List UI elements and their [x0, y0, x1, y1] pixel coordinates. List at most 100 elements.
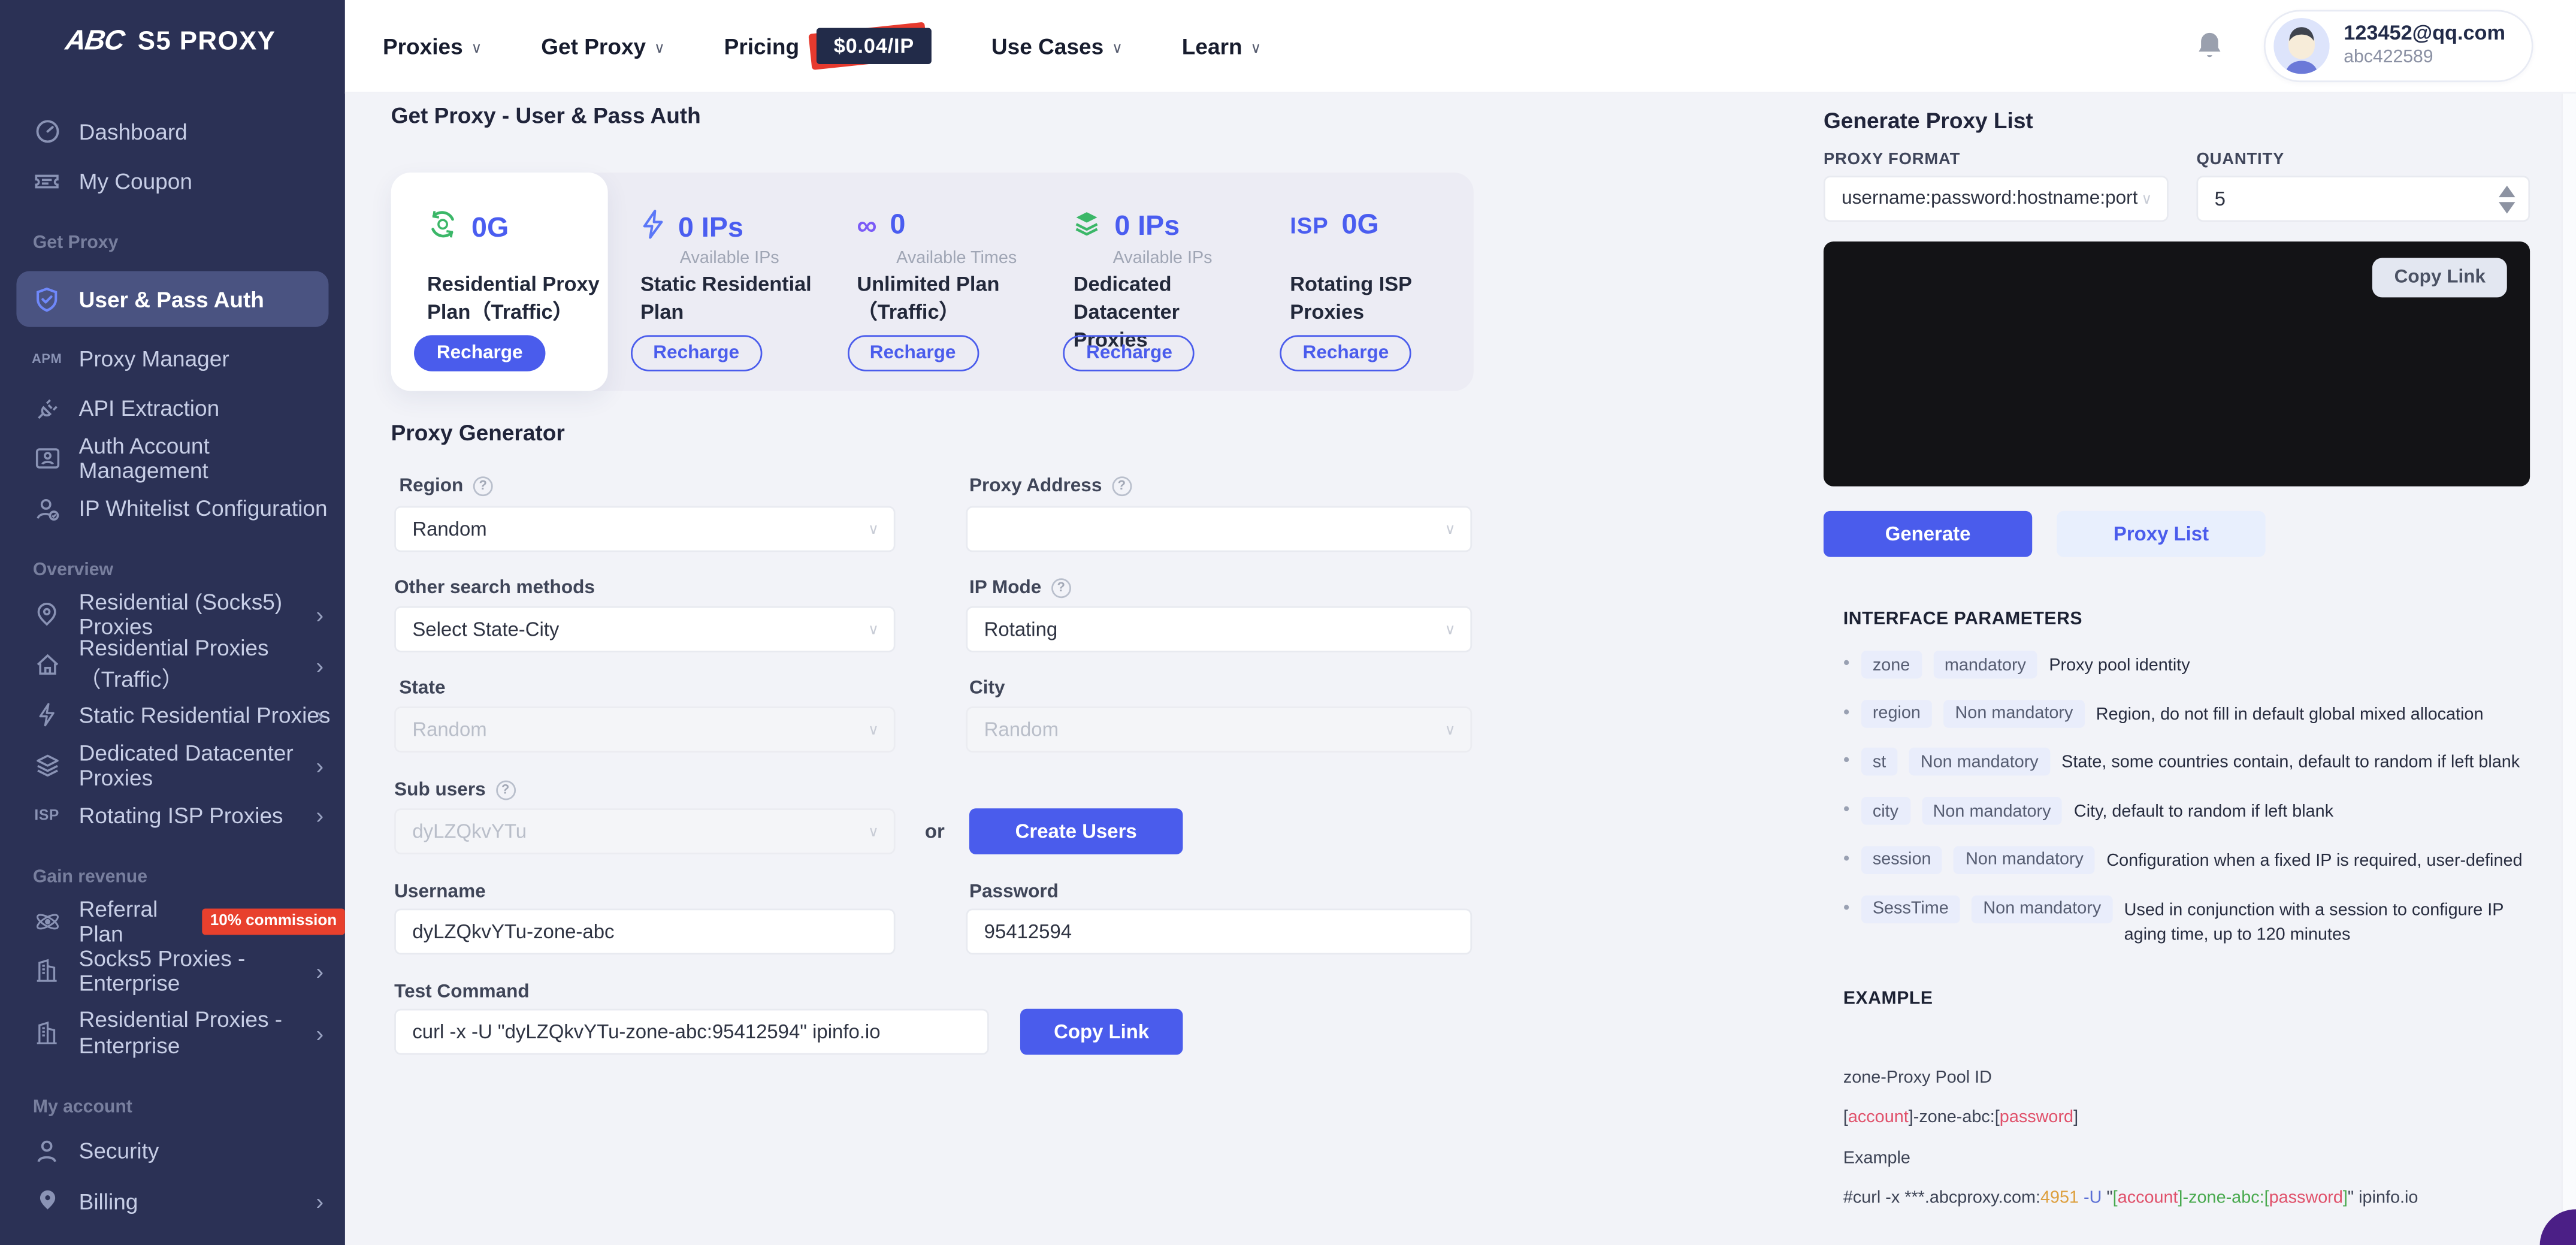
- nav-learn[interactable]: Learn ∨: [1181, 34, 1262, 59]
- help-icon[interactable]: ?: [1111, 476, 1132, 497]
- proxy-address-select[interactable]: ∨: [966, 506, 1473, 552]
- sidebar-item-security[interactable]: Security: [0, 1126, 345, 1177]
- proxy-list-button[interactable]: Proxy List: [2057, 510, 2266, 557]
- chevron-down-icon: ∨: [868, 620, 879, 637]
- sidebar-item-dashboard[interactable]: Dashboard: [0, 107, 345, 157]
- isp-icon: ISP: [1290, 211, 1329, 238]
- layers-icon: [33, 751, 61, 779]
- chevron-right-icon: ›: [316, 652, 324, 678]
- sidebar-item-residential-traffic[interactable]: Residential Proxies （Traffic） ›: [0, 636, 345, 692]
- sidebar-item-socks5-enterprise[interactable]: Socks5 Proxies - Enterprise ›: [0, 947, 345, 997]
- param-description: Region, do not fill in default global mi…: [2096, 704, 2484, 724]
- param-name-tag: SessTime: [1861, 895, 1960, 923]
- plan-cards: 0G Residential Proxy Plan（Traffic） Recha…: [391, 172, 1474, 391]
- sidebar-item-label: Socks5 Proxies - Enterprise: [78, 947, 246, 996]
- interface-parameters-title: INTERFACE PARAMETERS: [1843, 609, 2083, 630]
- help-icon[interactable]: ?: [495, 780, 516, 800]
- sidebar-item-proxy-manager[interactable]: APM Proxy Manager: [0, 334, 345, 384]
- param-requirement-tag: Non mandatory: [1921, 797, 2063, 826]
- bullet-icon: •: [1843, 751, 1850, 772]
- bullet-icon: •: [1843, 800, 1850, 820]
- nav-proxies[interactable]: Proxies ∨: [382, 34, 482, 59]
- sidebar-item-auth-account-management[interactable]: Auth Account Management: [0, 434, 345, 484]
- sidebar-item-static-residential[interactable]: Static Residential Proxies ›: [0, 690, 345, 741]
- other-search-select[interactable]: Select State-City ∨: [394, 606, 896, 652]
- sidebar-item-ip-whitelist[interactable]: IP Whitelist Configuration: [0, 484, 345, 534]
- sidebar-item-billing[interactable]: Billing ›: [0, 1176, 345, 1226]
- bell-icon[interactable]: [2194, 29, 2224, 62]
- nav-use-cases[interactable]: Use Cases ∨: [991, 34, 1123, 59]
- ip-mode-label: IP Mode?: [969, 578, 1071, 599]
- building-icon: [33, 957, 61, 986]
- parameter-row: • city Non mandatory City, default to ra…: [1843, 797, 2527, 826]
- password-input[interactable]: 95412594: [966, 908, 1473, 955]
- param-requirement-tag: Non mandatory: [1909, 748, 2050, 776]
- isp-icon: ISP: [34, 807, 59, 824]
- create-users-button[interactable]: Create Users: [969, 808, 1183, 854]
- person-icon: [33, 1137, 61, 1165]
- proxy-format-select[interactable]: username:password:hostname:port ∨: [1823, 176, 2169, 222]
- chevron-right-icon: ›: [316, 1020, 324, 1047]
- chevron-down-icon: ∨: [1111, 38, 1123, 55]
- chevron-down-icon: ∨: [1250, 38, 1262, 55]
- pin-icon: [33, 1187, 61, 1216]
- quantity-input[interactable]: 5: [2196, 176, 2530, 222]
- sidebar-item-referral-plan[interactable]: Referral Plan 10% commission: [0, 896, 345, 947]
- price-badge[interactable]: $0.04/IP: [808, 22, 933, 70]
- help-icon[interactable]: ?: [473, 476, 493, 497]
- interface-parameters-list: • zone mandatory Proxy pool identity • r…: [1843, 650, 2527, 969]
- stepper-down-icon[interactable]: [2499, 202, 2515, 214]
- atom-icon: [33, 907, 61, 935]
- state-select[interactable]: Random ∨: [394, 706, 896, 753]
- top-nav: Proxies ∨ Get Proxy ∨ Pricing $0.04/IP Use…: [382, 22, 1262, 70]
- copy-link-button[interactable]: Copy Link: [1020, 1008, 1183, 1055]
- plan-value: 0G: [1341, 208, 1379, 240]
- quantity-label: QUANTITY: [2196, 151, 2285, 170]
- sidebar-item-user-pass-auth[interactable]: User & Pass Auth: [16, 271, 329, 327]
- recharge-button[interactable]: Recharge: [1063, 335, 1195, 371]
- sub-users-label: Sub users?: [394, 780, 516, 800]
- help-icon[interactable]: ?: [1051, 578, 1071, 599]
- chat-widget-button[interactable]: [2539, 1209, 2576, 1245]
- sidebar-item-dedicated-datacenter[interactable]: Dedicated Datacenter Proxies ›: [0, 740, 345, 790]
- param-requirement-tag: Non mandatory: [1954, 845, 2096, 874]
- app-logo[interactable]: ABC S5 PROXY: [0, 0, 345, 58]
- sidebar-item-my-coupon[interactable]: My Coupon: [0, 157, 345, 207]
- sidebar-section-get-proxy: Get Proxy: [32, 233, 119, 253]
- plan-card-dedicated-datacenter: 0 IPs Available IPs Dedicated Datacenter…: [1041, 173, 1257, 391]
- sidebar-item-api-extraction[interactable]: API Extraction: [0, 383, 345, 434]
- sidebar-item-label: Dedicated Datacenter Proxies: [78, 741, 294, 790]
- recharge-button[interactable]: Recharge: [846, 335, 979, 371]
- sidebar-nav: Dashboard My Coupon Get Proxy User & Pas…: [0, 58, 345, 1226]
- sidebar-item-residential-enterprise[interactable]: Residential Proxies - Enterprise ›: [0, 996, 345, 1070]
- chevron-down-icon: ∨: [1444, 620, 1456, 637]
- recharge-button[interactable]: Recharge: [630, 335, 762, 371]
- chevron-down-icon: ∨: [1444, 519, 1456, 537]
- plan-value: 0: [890, 208, 906, 240]
- city-select[interactable]: Random ∨: [966, 706, 1473, 753]
- username-input[interactable]: dyLZQkvYTu-zone-abc: [394, 908, 896, 955]
- terminal-copy-link-button[interactable]: Copy Link: [2372, 258, 2507, 298]
- sub-users-select[interactable]: dyLZQkvYTu ∨: [394, 808, 896, 854]
- recharge-button[interactable]: Recharge: [414, 335, 546, 371]
- plan-subtitle: Available Times: [896, 248, 1017, 268]
- logo-abc-mark: ABC: [64, 25, 126, 56]
- sidebar-section-overview: Overview: [32, 560, 114, 581]
- quantity-stepper[interactable]: [2499, 185, 2515, 214]
- recharge-button[interactable]: Recharge: [1280, 335, 1412, 371]
- test-command-input[interactable]: curl -x -U "dyLZQkvYTu-zone-abc:95412594…: [394, 1008, 989, 1055]
- ip-mode-select[interactable]: Rotating ∨: [966, 606, 1473, 652]
- sidebar-item-rotating-isp[interactable]: ISP Rotating ISP Proxies ›: [0, 790, 345, 841]
- plan-title: Unlimited Plan（Traffic）: [857, 273, 1000, 324]
- sidebar-item-label: My Coupon: [78, 170, 192, 195]
- nav-pricing[interactable]: Pricing: [724, 34, 800, 59]
- account-menu[interactable]: 123452@qq.com abc422589: [2263, 10, 2533, 83]
- parameter-row: • zone mandatory Proxy pool identity: [1843, 650, 2527, 679]
- commission-badge: 10% commission: [202, 908, 345, 935]
- stepper-up-icon[interactable]: [2499, 185, 2515, 198]
- generate-button[interactable]: Generate: [1823, 510, 2033, 557]
- region-select[interactable]: Random ∨: [394, 506, 896, 552]
- sidebar-item-residential-socks5[interactable]: Residential (Socks5) Proxies ›: [0, 590, 345, 640]
- scrollbar-track[interactable]: [2561, 93, 2576, 1245]
- nav-get-proxy[interactable]: Get Proxy ∨: [541, 34, 665, 59]
